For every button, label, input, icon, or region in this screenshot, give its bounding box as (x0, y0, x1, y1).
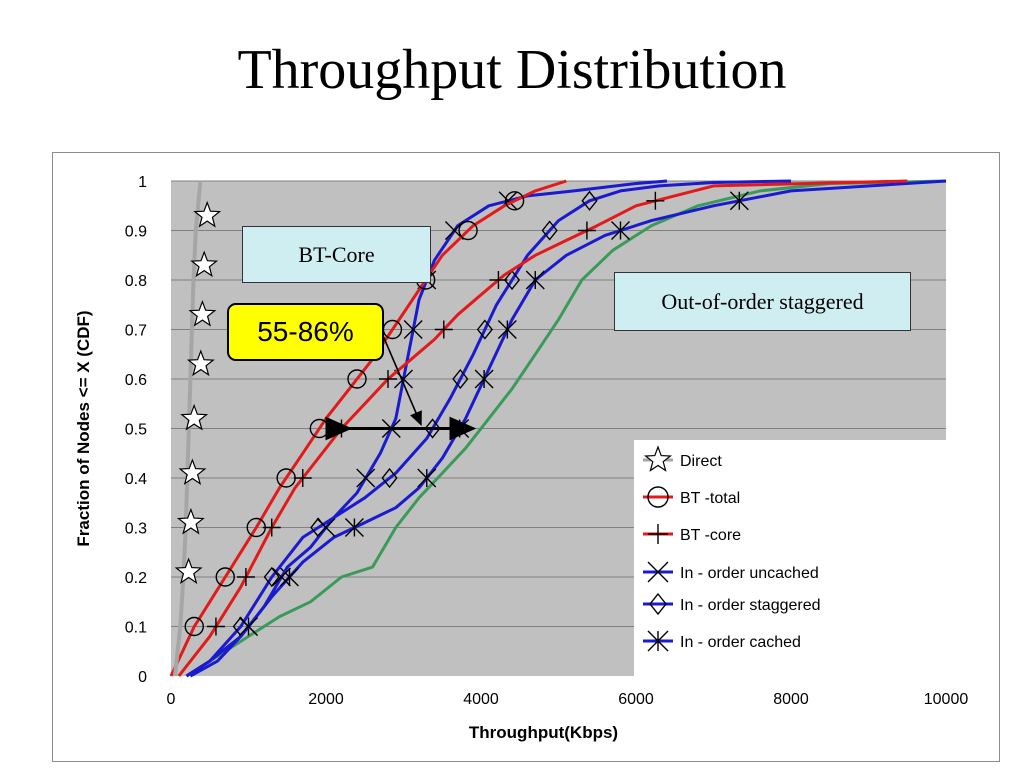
y-axis-label: Fraction of Nodes <= X (CDF) (74, 310, 93, 546)
x-axis-label: Throughput(Kbps) (469, 723, 618, 742)
data-point (434, 320, 453, 339)
data-point (452, 368, 469, 390)
data-point (541, 220, 558, 241)
data-point (581, 190, 598, 211)
legend-label: Direct (680, 453, 722, 470)
data-point (271, 567, 291, 587)
data-point (174, 557, 203, 584)
data-point (417, 468, 437, 488)
legend-marker (647, 486, 669, 508)
y-tick-label: 0.7 (125, 323, 147, 340)
data-point (190, 250, 219, 278)
data-point (489, 271, 508, 289)
y-tick-label: 0.9 (125, 224, 147, 241)
data-point (344, 518, 364, 537)
x-tick-label: 0 (167, 691, 176, 708)
legend-marker (648, 524, 668, 544)
legend-marker (649, 592, 667, 616)
x-tick-label: 4000 (463, 691, 499, 708)
y-tick-label: 1 (138, 174, 147, 191)
axes: 0 0.1 0.2 0.3 0.4 0.5 0.6 0.7 0.8 0.9 1 0 2000 4000 60… (74, 174, 968, 742)
data-point (176, 507, 205, 535)
data-point (356, 468, 376, 488)
percent-callout: 55-86% (227, 303, 384, 361)
data-point (206, 617, 225, 636)
series-line (185, 179, 792, 678)
data-point (497, 320, 517, 339)
data-point (246, 517, 266, 538)
chart-container: 0 0.1 0.2 0.3 0.4 0.5 0.6 0.7 0.8 0.9 1 0 2000 4000 60… (52, 152, 1000, 762)
slide-title: Throughput Distribution (237, 39, 787, 101)
data-point (186, 349, 215, 377)
legend-marker (647, 630, 669, 652)
y-tick-label: 0.1 (125, 620, 147, 637)
cdf-chart: 0 0.1 0.2 0.3 0.4 0.5 0.6 0.7 0.8 0.9 1 0 2000 4000 60… (74, 174, 968, 742)
data-point (577, 221, 596, 240)
y-tick-label: 0.4 (125, 471, 147, 488)
legend-marker (647, 561, 669, 583)
arrows (325, 330, 477, 441)
series-line (169, 179, 567, 677)
bt-core-callout: BT-Core (242, 226, 431, 283)
data-point (193, 200, 222, 228)
data-point (403, 320, 423, 339)
data-point (503, 269, 521, 291)
legend-label: In - order cached (680, 634, 801, 651)
data-point (347, 369, 367, 389)
data-point (525, 270, 545, 290)
y-tick-label: 0.3 (125, 521, 147, 538)
data-point (184, 616, 204, 637)
x-tick-label: 2000 (308, 691, 344, 708)
legend-label: BT -core (680, 527, 741, 544)
data-point (180, 403, 209, 431)
legend-label: BT -total (680, 490, 740, 507)
series-0 (172, 180, 222, 677)
data-point (474, 369, 494, 389)
data-point (293, 469, 312, 487)
data-point (263, 566, 280, 588)
x-tick-label: 10000 (924, 691, 969, 708)
data-point (316, 518, 336, 537)
data-point (476, 319, 493, 340)
y-tick-label: 0 (138, 669, 147, 686)
data-point (188, 299, 217, 327)
legend-label: In - order staggered (680, 597, 821, 614)
data-point (729, 191, 749, 211)
y-tick-label: 0.8 (125, 273, 147, 290)
legend: Direct BT -total BT -core In - order uncach… (634, 440, 946, 676)
x-tick-label: 8000 (773, 691, 809, 708)
data-point (178, 458, 207, 485)
y-tick-label: 0.6 (125, 372, 147, 389)
data-point (646, 191, 665, 210)
data-point (236, 568, 255, 586)
legend-marker (643, 445, 673, 472)
out-of-order-callout: Out-of-order staggered (614, 272, 911, 331)
legend-label: In - order uncached (680, 565, 819, 582)
data-point (394, 369, 413, 389)
data-point (276, 468, 296, 488)
data-point (458, 220, 478, 241)
data-point (215, 567, 235, 587)
data-point (611, 221, 630, 240)
series-lines (169, 179, 947, 678)
data-point (504, 191, 525, 211)
y-tick-label: 0.5 (125, 422, 147, 439)
legend-box (634, 440, 946, 676)
pointer-arrow (380, 330, 422, 426)
data-point (379, 370, 397, 388)
data-point (239, 617, 258, 636)
data-point (381, 467, 398, 489)
series-1 (169, 179, 567, 677)
x-tick-label: 6000 (618, 691, 654, 708)
series-line (177, 179, 908, 677)
y-tick-label: 0.2 (125, 570, 147, 587)
